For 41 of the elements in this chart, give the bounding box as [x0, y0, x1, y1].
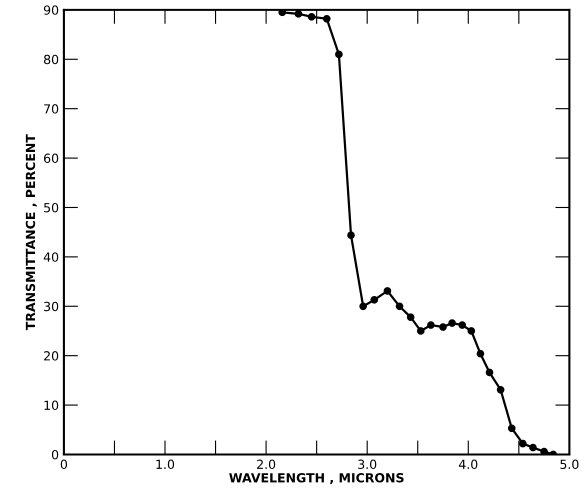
point [294, 10, 302, 18]
point [370, 296, 378, 304]
x-axis-title: WAVELENGTH , MICRONS [229, 473, 404, 484]
point [508, 424, 516, 432]
point [416, 327, 425, 335]
y-tick-label: 90 [44, 5, 58, 15]
point [486, 368, 494, 376]
x-tick-label: 4.0 [458, 460, 478, 470]
point [496, 386, 504, 394]
y-tick-label: 50 [44, 202, 58, 212]
y-tick-label: 0 [52, 450, 58, 460]
point [359, 302, 367, 310]
x-tick-label: 1.0 [156, 460, 174, 470]
point [458, 321, 466, 329]
y-tick-label: 20 [44, 351, 58, 361]
y-tick-label: 80 [44, 54, 58, 64]
point [322, 14, 331, 23]
point [347, 231, 355, 239]
point [308, 12, 316, 21]
x-tick-label: 5.0 [560, 460, 578, 470]
point [540, 448, 548, 454]
point [384, 287, 392, 295]
point [529, 444, 537, 452]
point [396, 302, 404, 310]
point [427, 321, 435, 329]
x-tick-label: 3.0 [358, 460, 376, 470]
point [519, 440, 527, 448]
point [448, 319, 456, 327]
y-axis-title: TRANSMITTANCE , PERCENT [26, 134, 37, 330]
x-tick-label: 0 [60, 460, 68, 470]
y-tick-label: 30 [44, 302, 58, 312]
y-tick-label: 60 [44, 154, 58, 164]
point [439, 323, 447, 331]
y-tick-label: 70 [44, 104, 58, 114]
point [468, 327, 476, 335]
point [406, 313, 414, 321]
point [476, 350, 484, 358]
y-tick-label: 40 [44, 252, 58, 262]
point [335, 50, 343, 58]
x-tick-label: 2.0 [257, 460, 276, 470]
y-tick-label: 10 [44, 400, 58, 410]
